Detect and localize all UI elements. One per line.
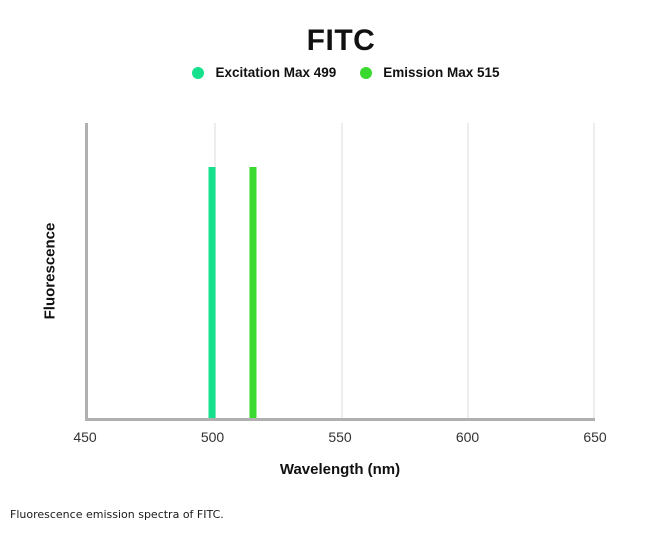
x-tick-650: 650 (583, 429, 607, 445)
legend-item-excitation: Excitation Max 499 (192, 65, 336, 80)
x-axis-title: Wavelength (nm) (279, 461, 401, 478)
legend-label-emission: Emission Max 515 (383, 65, 500, 80)
figure-caption: Fluorescence emission spectra of FITC. (10, 508, 224, 521)
y-axis-title: Fluorescence (41, 222, 59, 320)
emission-dot-icon (360, 66, 373, 79)
gridline-600nm (467, 123, 470, 418)
excitation-dot-icon (192, 66, 205, 79)
excitation-spike-bar (208, 167, 216, 418)
x-tick-600: 600 (455, 429, 480, 445)
plot-area (85, 123, 595, 421)
chart-legend: Excitation Max 499 Emission Max 515 (0, 65, 650, 80)
chart-title: FITC (306, 24, 376, 57)
emission-spike-bar (249, 167, 257, 418)
x-tick-450: 450 (73, 429, 97, 445)
gridline-650nm (593, 123, 595, 418)
gridline-550nm (340, 123, 343, 418)
x-tick-500: 500 (200, 429, 225, 445)
x-axis-ticks: 450 500 550 600 650 (73, 429, 606, 449)
legend-item-emission: Emission Max 515 (360, 65, 500, 80)
x-tick-550: 550 (328, 429, 352, 445)
legend-label-excitation: Excitation Max 499 (215, 65, 337, 80)
